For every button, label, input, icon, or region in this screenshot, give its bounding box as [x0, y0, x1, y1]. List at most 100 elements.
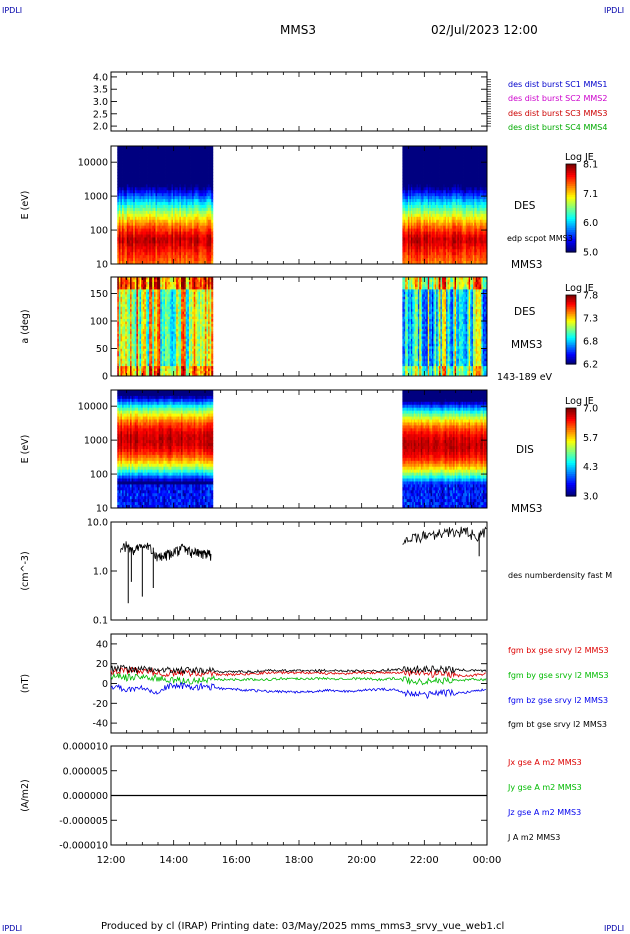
heatmap-cell: [427, 234, 430, 238]
heatmap-cell: [168, 166, 171, 170]
heatmap-cell: [409, 240, 412, 244]
heatmap-cell: [123, 258, 126, 262]
heatmap-cell: [169, 222, 172, 227]
heatmap-cell: [448, 169, 451, 173]
heatmap-cell: [196, 193, 199, 197]
heatmap-cell: [155, 151, 158, 156]
heatmap-cell: [184, 187, 187, 191]
heatmap-cell: [188, 202, 191, 206]
heatmap-cell: [415, 237, 417, 241]
heatmap-cell: [426, 228, 429, 232]
heatmap-cell: [179, 157, 182, 162]
heatmap-cell: [198, 202, 201, 206]
heatmap-cell: [142, 199, 145, 203]
heatmap-cell: [434, 187, 437, 191]
heatmap-cell: [157, 154, 160, 159]
heatmap-cell: [177, 151, 180, 156]
heatmap-cell: [136, 148, 139, 153]
heatmap-cell: [467, 187, 470, 191]
heatmap-cell: [173, 252, 176, 256]
heatmap-cell: [454, 190, 457, 194]
heatmap-cell: [410, 205, 413, 209]
heatmap-cell: [158, 228, 161, 232]
heatmap-cell: [131, 246, 134, 250]
heatmap-cell: [447, 160, 450, 165]
heatmap-cell: [136, 193, 139, 197]
heatmap-cell: [171, 146, 174, 150]
heatmap-cell: [413, 222, 416, 227]
heatmap-cell: [468, 187, 471, 191]
heatmap-cell: [444, 175, 447, 179]
heatmap-cell: [117, 255, 120, 259]
heatmap-cell: [412, 205, 415, 209]
heatmap-cell: [180, 166, 183, 170]
heatmap-cell: [467, 216, 470, 221]
heatmap-cell: [125, 169, 128, 173]
heatmap-cell: [402, 166, 405, 170]
heatmap-cell: [453, 151, 455, 156]
heatmap-cell: [426, 252, 429, 256]
heatmap-cell: [458, 228, 461, 232]
heatmap-cell: [168, 240, 171, 244]
heatmap-cell: [403, 231, 406, 235]
heatmap-cell: [177, 199, 180, 203]
heatmap-cell: [413, 148, 416, 153]
heatmap-cell: [450, 146, 453, 150]
heatmap-cell: [451, 234, 454, 238]
heatmap-cell: [120, 210, 123, 215]
heatmap-cell: [423, 154, 426, 159]
heatmap-cell: [193, 246, 196, 250]
heatmap-cell: [444, 154, 447, 159]
heatmap-cell: [166, 157, 169, 162]
heatmap-cell: [200, 205, 203, 209]
heatmap-cell: [410, 249, 413, 253]
heatmap-cell: [412, 166, 415, 170]
heatmap-cell: [434, 160, 437, 165]
heatmap-cell: [185, 169, 188, 173]
heatmap-cell: [475, 240, 478, 244]
heatmap-cell: [432, 154, 434, 159]
heatmap-cell: [453, 175, 455, 179]
heatmap-cell: [149, 175, 152, 179]
heatmap-cell: [198, 187, 201, 191]
heatmap-cell: [182, 184, 185, 188]
heatmap-cell: [482, 154, 485, 159]
heatmap-cell: [168, 216, 171, 221]
heatmap-cell: [122, 151, 125, 156]
heatmap-cell: [426, 207, 429, 212]
heatmap-cell: [185, 154, 188, 159]
heatmap-cell: [118, 207, 121, 212]
heatmap-cell: [184, 252, 187, 256]
heatmap-cell: [145, 172, 148, 176]
heatmap-cell: [470, 169, 472, 173]
heatmap-cell: [420, 261, 423, 265]
heatmap-cell: [422, 193, 424, 197]
heatmap-cell: [408, 225, 410, 229]
heatmap-cell: [188, 196, 191, 200]
heatmap-cell: [185, 225, 188, 229]
heatmap-cell: [433, 240, 436, 244]
heatmap-cell: [195, 151, 198, 156]
legend-entry: des dist burst SC3 MMS3: [508, 109, 607, 118]
heatmap-cell: [429, 163, 431, 168]
heatmap-cell: [152, 181, 155, 185]
heatmap-cell: [160, 258, 163, 262]
heatmap-cell: [412, 228, 415, 232]
heatmap-cell: [447, 210, 450, 215]
heatmap-cell: [203, 178, 206, 182]
heatmap-cell: [402, 234, 405, 238]
heatmap-cell: [131, 178, 134, 182]
heatmap-cell: [458, 148, 461, 153]
heatmap-cell: [424, 175, 427, 179]
heatmap-cell: [451, 175, 454, 179]
heatmap-cell: [467, 148, 470, 153]
heatmap-cell: [209, 252, 212, 256]
heatmap-cell: [128, 187, 131, 191]
heatmap-cell: [427, 202, 430, 206]
heatmap-cell: [126, 169, 129, 173]
heatmap-cell: [144, 207, 147, 212]
heatmap-cell: [128, 193, 131, 197]
heatmap-cell: [447, 252, 450, 256]
heatmap-cell: [423, 187, 426, 191]
heatmap-cell: [180, 240, 183, 244]
